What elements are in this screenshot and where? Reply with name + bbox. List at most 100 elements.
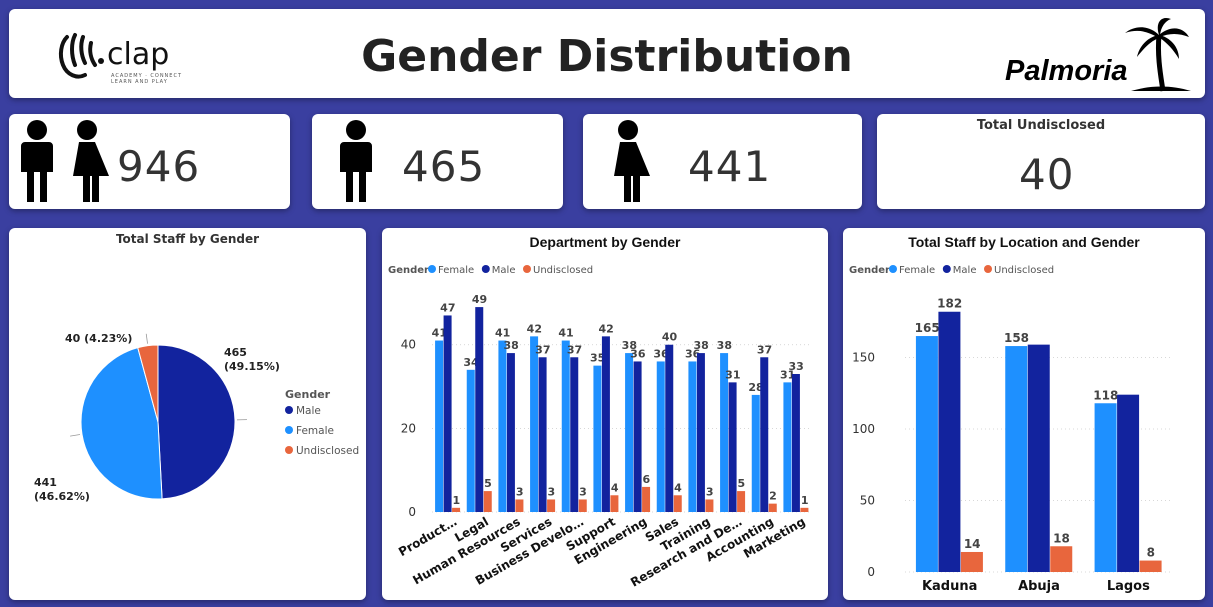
bar-support-male: [601, 336, 610, 512]
bar-research-and-de-undisclosed: [737, 491, 746, 512]
y-tick-label: 50: [860, 494, 875, 508]
data-label-kaduna-male: 182: [937, 297, 962, 311]
data-label-human-resources-male: 38: [504, 339, 519, 352]
data-label-product-male: 47: [440, 301, 455, 314]
data-label-support-undisclosed: 4: [611, 481, 619, 494]
bar-engineering-female: [625, 353, 634, 512]
pie-legend-label-male: Male: [296, 405, 321, 417]
legend-title: Gender: [849, 265, 890, 276]
data-label-legal-female: 34: [463, 356, 479, 369]
bar-support-undisclosed: [610, 495, 619, 512]
hand-wave-icon: [58, 33, 104, 79]
department-bar-chart: Gender Female Male Undisclosed0204041471Pro…: [388, 265, 812, 590]
bar-business-develo-undisclosed: [578, 499, 587, 512]
kpi-card-female: 441: [583, 114, 862, 209]
legend-label-male: Male: [953, 265, 977, 276]
bar-services-male: [538, 357, 547, 512]
data-label-support-female: 35: [590, 352, 605, 365]
legend-label-male: Male: [492, 265, 516, 276]
data-label-lagos-undisclosed: 8: [1147, 546, 1155, 560]
legend-swatch-female: [428, 265, 436, 273]
bar-research-and-de-female: [720, 353, 729, 512]
x-tick-label-kaduna: Kaduna: [922, 579, 977, 594]
bar-kaduna-male: [938, 311, 961, 572]
bar-product-male: [443, 315, 452, 512]
legend-label-undisclosed: Undisclosed: [533, 265, 593, 276]
data-label-accounting-undisclosed: 2: [769, 490, 777, 503]
legend-title: Gender: [388, 265, 429, 276]
data-label-research-and-de-female: 38: [717, 339, 732, 352]
bar-services-female: [530, 336, 539, 512]
bar-human-resources-male: [506, 353, 515, 512]
y-tick-label: 100: [852, 422, 875, 436]
pie-data-label-female: 441 (46.62%): [34, 476, 90, 503]
data-label-marketing-male: 33: [789, 360, 804, 373]
pie-leader-undisclosed: [145, 333, 148, 344]
legend-swatch-undisclosed: [523, 265, 531, 273]
bar-business-develo-male: [570, 357, 579, 512]
data-label-engineering-female: 38: [622, 339, 637, 352]
bar-training-undisclosed: [705, 499, 714, 512]
bar-legal-male: [475, 307, 484, 512]
data-label-support-male: 42: [599, 322, 614, 335]
data-label-services-female: 42: [527, 322, 542, 335]
clap-academy-logo: clap ACADEMY · CONNECT LEARN AND PLAY: [55, 27, 185, 85]
bar-marketing-male: [791, 374, 800, 512]
data-label-marketing-female: 31: [780, 368, 795, 381]
data-label-legal-undisclosed: 5: [484, 477, 492, 490]
bar-marketing-female: [783, 382, 792, 512]
bar-training-female: [688, 361, 697, 512]
data-label-business-develo-undisclosed: 3: [579, 485, 587, 498]
male-icon: [340, 120, 372, 202]
bar-sales-female: [656, 361, 665, 512]
bar-training-male: [696, 353, 705, 512]
panel-location-by-gender: Total Staff by Location and Gender Gende…: [843, 228, 1205, 600]
data-label-human-resources-undisclosed: 3: [516, 485, 524, 498]
pie-leader-female: [70, 434, 81, 437]
data-label-accounting-male: 37: [757, 343, 772, 356]
kpi-card-undisclosed: Total Undisclosed 40: [877, 114, 1205, 209]
y-tick-label: 40: [401, 338, 416, 352]
data-label-business-develo-female: 41: [558, 327, 573, 340]
data-label-services-male: 37: [535, 343, 550, 356]
data-label-sales-undisclosed: 4: [674, 481, 682, 494]
data-label-engineering-male: 36: [630, 347, 646, 360]
x-tick-label-abuja: Abuja: [1018, 579, 1060, 594]
panel-staff-by-gender: Total Staff by Gender 465 (49.15%) 441 (46.…: [9, 228, 366, 600]
bar-human-resources-female: [498, 340, 507, 512]
data-label-accounting-female: 28: [748, 381, 763, 394]
y-tick-label: 150: [852, 351, 875, 365]
bar-sales-male: [665, 344, 674, 512]
data-label-research-and-de-male: 31: [725, 368, 740, 381]
kpi-male-value: 465: [402, 142, 486, 191]
bar-accounting-undisclosed: [768, 503, 777, 512]
pie-chart-title: Total Staff by Gender: [115, 232, 260, 246]
data-label-training-undisclosed: 3: [706, 485, 714, 498]
pie-data-label-male: 465 (49.15%): [224, 346, 280, 373]
legend-label-undisclosed: Undisclosed: [994, 265, 1054, 276]
bar-kaduna-undisclosed: [960, 551, 983, 572]
bar-business-develo-female: [561, 340, 570, 512]
female-icon: [614, 120, 650, 202]
bar-abuja-undisclosed: [1050, 546, 1073, 572]
bar-engineering-undisclosed: [642, 486, 651, 512]
legend-swatch-male: [942, 265, 951, 273]
panel-department-by-gender: Department by Gender Gender Female Male Und…: [382, 228, 828, 600]
bar-research-and-de-male: [728, 382, 737, 512]
pie-slice-undisclosed: [137, 344, 159, 423]
kpi-female-value: 441: [688, 142, 772, 191]
kpi-undisclosed-value: 40: [1019, 150, 1075, 199]
bar-accounting-male: [760, 357, 769, 512]
bar-product-female: [435, 340, 444, 512]
pie-legend-swatch-undisclosed: [285, 446, 293, 454]
data-label-lagos-female: 118: [1093, 388, 1118, 402]
kpi-undisclosed-label: Total Undisclosed: [976, 118, 1106, 133]
bar-marketing-undisclosed: [800, 507, 809, 512]
palm-tree-icon: [1125, 17, 1191, 92]
y-tick-label: 0: [867, 565, 875, 579]
legend-swatch-female: [889, 265, 897, 273]
bar-lagos-male: [1117, 394, 1140, 572]
bar-services-undisclosed: [547, 499, 556, 512]
palmoria-logo: Palmoria: [1001, 17, 1191, 93]
bar-legal-undisclosed: [483, 491, 492, 512]
